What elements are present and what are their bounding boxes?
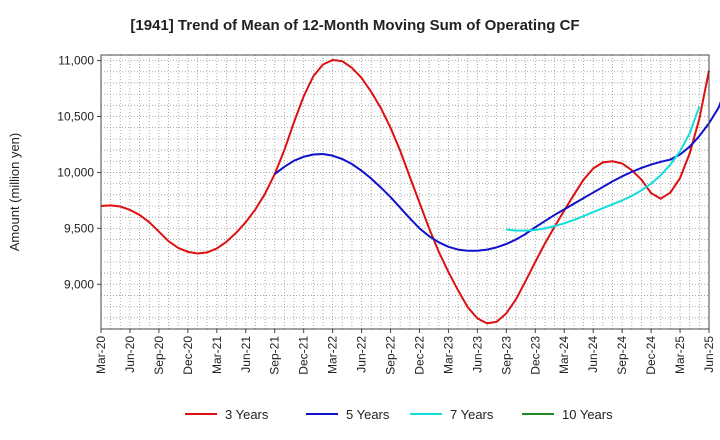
legend: 3 Years 5 Years 7 Years 10 Years <box>185 407 613 422</box>
legend-label: 3 Years <box>225 407 269 422</box>
plot-area-border <box>100 54 710 330</box>
series-line-3-years <box>100 59 710 325</box>
grid <box>101 55 709 330</box>
x-tick-label: Jun-24 <box>586 336 600 373</box>
y-tick-label: 9,000 <box>64 277 94 291</box>
y-axis: 9,000 9,500 10,000 10,500 11,000 <box>57 54 101 291</box>
x-tick-label: Jun-20 <box>123 336 137 373</box>
y-axis-label: Amount (million yen) <box>7 133 22 252</box>
x-tick-label: Dec-24 <box>644 336 658 375</box>
series-line-5-years <box>274 101 720 252</box>
x-tick-label: Mar-20 <box>94 336 108 374</box>
x-tick-label: Sep-24 <box>615 336 629 375</box>
legend-label: 7 Years <box>450 407 494 422</box>
x-tick-label: Mar-22 <box>326 336 340 374</box>
x-tick-label: Jun-22 <box>355 336 369 373</box>
x-tick-label: Dec-23 <box>528 336 542 375</box>
legend-label: 10 Years <box>562 407 613 422</box>
x-tick-label: Mar-21 <box>210 336 224 374</box>
x-tick-label: Dec-22 <box>412 336 426 375</box>
series-line-7-years <box>506 106 701 232</box>
series-group <box>100 59 720 325</box>
x-tick-label: Sep-23 <box>499 336 513 375</box>
x-tick-label: Mar-23 <box>441 336 455 374</box>
chart-title: [1941] Trend of Mean of 12-Month Moving … <box>130 17 579 34</box>
x-tick-label: Mar-24 <box>557 336 571 374</box>
y-tick-label: 10,000 <box>57 165 94 179</box>
x-tick-label: Sep-21 <box>268 336 282 375</box>
y-tick-label: 10,500 <box>57 110 94 124</box>
x-tick-label: Jun-23 <box>470 336 484 373</box>
x-tick-label: Dec-20 <box>181 336 195 375</box>
legend-label: 5 Years <box>346 407 390 422</box>
x-tick-label: Sep-20 <box>152 336 166 375</box>
x-tick-label: Jun-21 <box>239 336 253 373</box>
x-tick-label: Sep-22 <box>384 336 398 375</box>
y-tick-label: 9,500 <box>64 221 94 235</box>
x-tick-label: Mar-25 <box>673 336 687 374</box>
y-tick-label: 11,000 <box>58 54 94 68</box>
x-tick-label: Jun-25 <box>702 336 716 373</box>
x-axis: Mar-20 Jun-20 Sep-20 Dec-20 Mar-21 Jun-21 Sep-… <box>94 329 716 375</box>
x-tick-label: Dec-21 <box>297 336 311 375</box>
